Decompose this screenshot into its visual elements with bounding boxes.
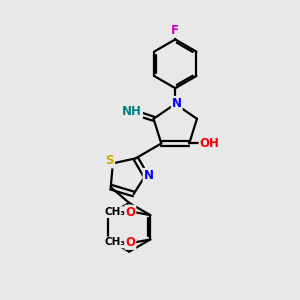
Text: O: O [125, 236, 135, 249]
Text: NH: NH [122, 105, 142, 118]
Text: N: N [172, 97, 182, 110]
Text: CH₃: CH₃ [104, 207, 125, 217]
Text: CH₃: CH₃ [104, 237, 125, 248]
Text: F: F [171, 24, 179, 37]
Text: N: N [143, 169, 154, 182]
Text: OH: OH [200, 137, 219, 150]
Text: O: O [125, 206, 135, 219]
Text: S: S [106, 154, 114, 167]
